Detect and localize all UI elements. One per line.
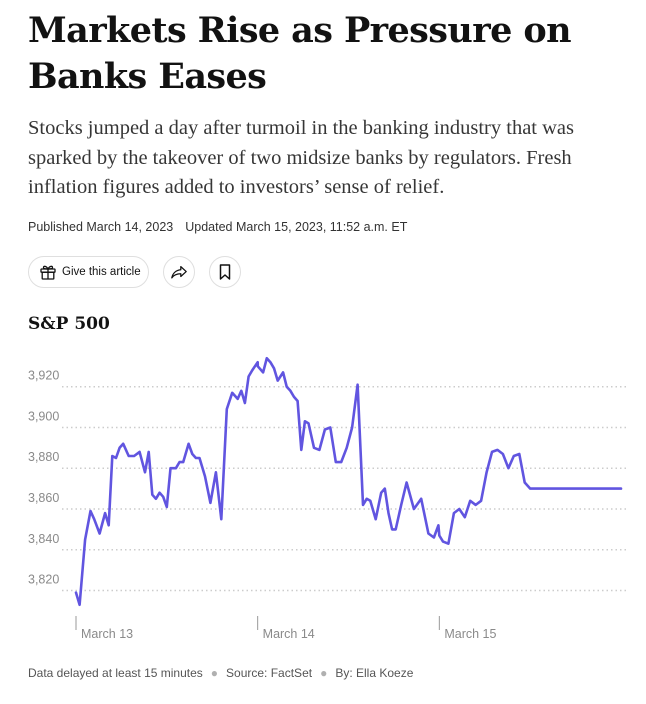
share-arrow-icon — [171, 265, 187, 279]
bookmark-icon — [219, 264, 231, 280]
article-headline: Markets Rise as Pressure on Banks Eases — [28, 10, 572, 97]
updated-date: Updated March 15, 2023, 11:52 a.m. ET — [185, 220, 408, 234]
y-tick-label: 3,820 — [28, 573, 59, 587]
y-tick-label: 3,860 — [28, 491, 59, 505]
x-tick-label: March 13 — [81, 627, 133, 641]
x-tick-label: March 15 — [444, 627, 496, 641]
y-tick-label: 3,880 — [28, 450, 59, 464]
share-button[interactable] — [163, 256, 195, 288]
published-date: Published March 14, 2023 — [28, 220, 174, 234]
x-tick-label: March 14 — [263, 627, 315, 641]
gift-icon — [40, 265, 56, 280]
article-dateline: Published March 14, 2023 Updated March 15… — [28, 220, 407, 234]
sp500-series-line — [74, 356, 623, 607]
y-tick-label: 3,900 — [28, 409, 59, 423]
data-delay-note: Data delayed at least 15 minutes — [28, 666, 203, 680]
x-axis-ticks: March 13 March 14 March 15 — [75, 616, 496, 641]
chart-series — [74, 356, 623, 607]
chart-title: S&P 500 — [28, 314, 110, 334]
y-tick-label: 3,840 — [28, 532, 59, 546]
give-article-label: Give this article — [62, 266, 141, 278]
article-summary: Stocks jumped a day after turmoil in the… — [28, 117, 574, 198]
y-axis-ticks: 3,820 3,840 3,860 3,880 3,900 3,920 — [28, 369, 59, 587]
save-bookmark-button[interactable] — [209, 256, 241, 288]
separator-dot: ● — [320, 666, 328, 680]
give-article-button[interactable]: Give this article — [28, 256, 149, 288]
chart-byline: By: Ella Koeze — [335, 666, 414, 680]
data-source: Source: FactSet — [226, 666, 313, 680]
y-tick-label: 3,920 — [28, 369, 59, 383]
separator-dot: ● — [210, 666, 219, 680]
chart-footer: Data delayed at least 15 minutes ● Source:… — [28, 666, 413, 680]
